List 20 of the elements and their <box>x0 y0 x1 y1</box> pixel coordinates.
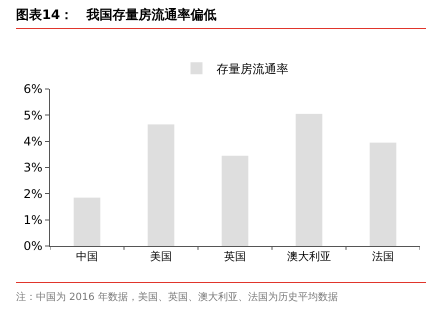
y-tick-label: 3% <box>24 160 43 175</box>
bar <box>74 198 100 246</box>
text: 注：中国为 2016 年数据，美国、英国、澳大利亚、法国为历史平均数据 <box>16 290 338 304</box>
bar <box>370 142 396 246</box>
bar <box>296 114 322 246</box>
x-tick-label: 英国 <box>224 250 246 264</box>
legend-label: 存量房流通率 <box>216 62 288 76</box>
x-tick-label: 美国 <box>150 250 172 264</box>
x-tick-label: 中国 <box>76 250 98 264</box>
y-tick-label: 0% <box>24 239 43 254</box>
y-tick-label: 1% <box>24 213 43 228</box>
x-tick-label: 法国 <box>372 250 394 264</box>
chart-title: 图表14： 我国存量房流通率偏低 <box>16 6 217 24</box>
bar <box>222 156 248 246</box>
bar <box>148 124 174 246</box>
y-tick-label: 5% <box>24 108 43 122</box>
y-tick-label: 4% <box>24 134 43 149</box>
y-tick-label: 2% <box>24 186 43 201</box>
x-tick-label: 澳大利亚 <box>287 250 331 264</box>
y-tick-label: 6% <box>24 82 43 96</box>
